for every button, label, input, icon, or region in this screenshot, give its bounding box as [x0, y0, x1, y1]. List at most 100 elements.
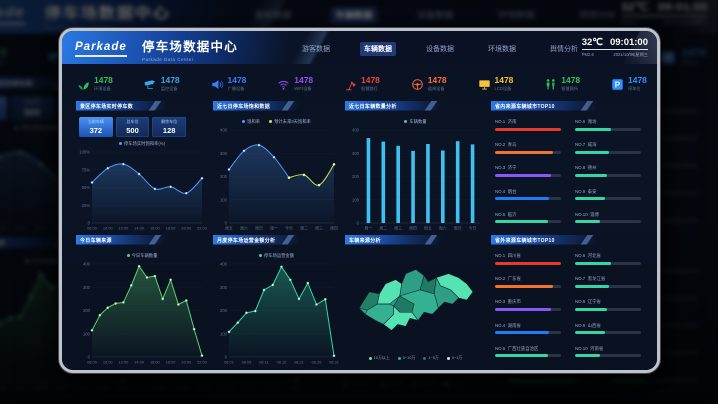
top10-bar-fill: [575, 197, 605, 201]
svg-text:200: 200: [83, 308, 91, 313]
top10-item: NO.1 四川省: [495, 248, 561, 271]
today-source-area-chart: 0 100 200 300 400 08:00 10:00 12:00 14:00 16:00 18…: [76, 259, 208, 367]
leaf-icon: [78, 81, 89, 90]
svg-text:22:00: 22:00: [197, 225, 208, 230]
panel-today-source: 今日车辆来源 今日车辆数量 0 100 200 300 400 08:00 10:00 12:…: [76, 235, 208, 366]
svg-text:周一: 周一: [270, 225, 278, 230]
top10-label: NO.3 济宁: [495, 165, 517, 171]
svg-text:周二: 周二: [379, 225, 387, 230]
svg-text:08.06: 08.06: [242, 359, 252, 364]
top10-label: NO.9 山西省: [575, 322, 601, 328]
svg-text:08.01: 08.01: [224, 359, 234, 364]
stat-label: 智慧厕所: [561, 86, 579, 91]
svg-text:25%: 25%: [82, 202, 91, 207]
top10-item: NO.7 威海: [575, 137, 641, 160]
panel-realtime-parking: 景区停车场实时停车数 当前车辆 372 总车位 500 剩余车位: [76, 101, 208, 232]
top10-bar-fill: [575, 150, 610, 154]
brand-logo: Parkade: [75, 41, 127, 57]
legend-item: 今日车辆数量: [126, 253, 157, 259]
svg-text:300: 300: [83, 284, 91, 289]
legend-item: 停车场实时饱和率(%): [118, 141, 165, 147]
top10-bar-fill: [495, 307, 552, 311]
top10-bar-track: [575, 354, 641, 358]
top10-bar-fill: [495, 173, 552, 177]
top10-bar-fill: [495, 261, 561, 265]
top10-item: NO.5 广西壮族自治区: [495, 340, 561, 363]
stat-value: 1478: [361, 75, 380, 85]
legend-dot: [423, 356, 427, 360]
stat-label: 道闸设备: [427, 86, 445, 91]
nav-item[interactable]: 游客数据: [302, 46, 330, 53]
top10-bar-fill: [575, 331, 605, 335]
svg-text:400: 400: [83, 261, 91, 266]
nav-item[interactable]: 设备数据: [426, 46, 454, 53]
nav-item[interactable]: 环境数据: [488, 46, 516, 53]
cctv-camera-icon: [144, 79, 155, 89]
legend-dot: [368, 356, 372, 360]
dashboard: Parkade 停车场数据中心 Parkade Data Center 游客数据…: [62, 31, 657, 370]
svg-text:400: 400: [220, 261, 228, 266]
legend-dot: [258, 254, 262, 257]
panel-title: 省外来源车辆城市TOP10: [495, 237, 555, 244]
top10-bar-track: [575, 331, 641, 335]
legend-dot: [397, 356, 401, 360]
legend-item: 车辆数量: [404, 119, 427, 125]
title-block: 停车场数据中心 Parkade Data Center: [142, 36, 238, 62]
stat-box-remaining: 剩余车位 128: [152, 116, 187, 137]
legend-dot: [242, 120, 246, 123]
top10-label: NO.10 河南省: [575, 345, 604, 351]
top10-label: NO.7 威海: [575, 142, 597, 148]
top10-item: NO.5 临沂: [495, 206, 561, 229]
svg-text:10:00: 10:00: [103, 359, 114, 364]
top10-label: NO.8 德州: [575, 165, 597, 171]
nav-item[interactable]: 车辆数据: [360, 42, 396, 56]
parking-sign-icon: P: [612, 78, 623, 90]
svg-text:14:00: 14:00: [134, 359, 145, 364]
top10-bar-track: [495, 150, 561, 154]
svg-text:0: 0: [225, 354, 228, 359]
top10-bar-track: [495, 127, 561, 131]
nav-item[interactable]: 舆情分析: [550, 46, 578, 53]
svg-text:400: 400: [352, 127, 360, 132]
top10-label: NO.8 辽宁省: [575, 299, 601, 305]
top10-bar-track: [575, 220, 641, 224]
top10-bar-fill: [575, 220, 601, 224]
top10-label: NO.5 广西壮族自治区: [495, 345, 539, 351]
stat-box-current: 当前车辆 372: [79, 116, 113, 137]
top10-bar-track: [495, 331, 561, 335]
top10-item: NO.9 泰安: [575, 183, 641, 206]
top10-item: NO.6 河北省: [575, 248, 641, 271]
svg-text:75%: 75%: [82, 167, 91, 172]
top10-bar-fill: [495, 197, 550, 201]
svg-text:周五: 周五: [424, 225, 432, 230]
top10-bar-fill: [575, 354, 601, 358]
stat-value: 1478: [160, 75, 180, 85]
svg-text:14:00: 14:00: [134, 225, 145, 230]
top10-bar-fill: [495, 127, 561, 131]
panel-title: 车辆来源分析: [349, 237, 381, 244]
stat-box-total: 总车位 500: [115, 116, 150, 137]
stat-value: 1478: [628, 75, 647, 85]
legend-dot: [404, 120, 408, 123]
top10-bar-track: [495, 197, 561, 201]
panel-source-map: 车辆来源分析: [345, 235, 486, 366]
svg-text:今天: 今天: [285, 225, 293, 230]
top10-bar-fill: [575, 173, 607, 177]
svg-text:200: 200: [220, 308, 228, 313]
main-nav: 游客数据 车辆数据 设备数据 环境数据 舆情分析: [298, 42, 582, 56]
top10-bar-track: [495, 307, 561, 311]
top10-item: NO.6 潍坊: [575, 114, 641, 137]
top10-item: NO.8 德州: [575, 160, 641, 183]
legend-dot: [118, 142, 122, 145]
temperature: 32℃: [581, 37, 603, 48]
top10-label: NO.9 泰安: [575, 188, 597, 194]
stat-label: 智慧路灯: [361, 86, 378, 91]
svg-text:0: 0: [88, 354, 91, 359]
svg-text:08.16: 08.16: [277, 359, 287, 364]
